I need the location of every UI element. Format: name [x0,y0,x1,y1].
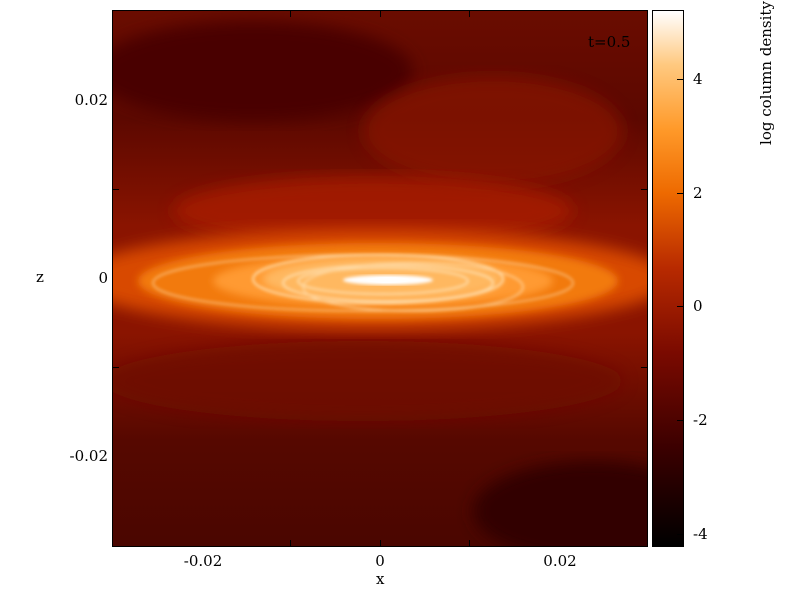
colorbar-tick-mark [677,306,684,307]
colorbar-tick-label: -4 [693,525,708,543]
time-label: t=0.5 [588,33,631,51]
x-tick-label: 0 [375,552,385,570]
y-tick-label: 0.02 [74,91,108,109]
colorbar-tick-mark [677,534,684,535]
colorbar [652,10,684,547]
colorbar-tick-label: -2 [693,411,708,429]
disc-render [113,11,647,546]
x-tick-mark-top [290,10,291,17]
y-tick-mark [112,367,119,368]
colorbar-tick-label: 2 [693,184,703,202]
x-tick-label: -0.02 [183,552,223,570]
y-tick-label: -0.02 [69,447,108,465]
colorbar-tick-mark [677,193,684,194]
y-tick-mark [112,189,119,190]
x-tick-label: 0.02 [543,552,577,570]
colorbar-tick-label: 0 [693,297,703,315]
x-tick-mark-top [469,10,470,17]
x-tick-mark [469,540,470,547]
density-map [112,10,648,547]
y-tick-mark-right [641,367,648,368]
colorbar-tick-mark [677,79,684,80]
y-tick-mark-right [641,189,648,190]
x-tick-mark [380,540,381,547]
x-tick-mark [290,540,291,547]
colorbar-tick-label: 4 [693,70,703,88]
y-tick-label: 0 [98,269,108,287]
colorbar-tick-mark [677,420,684,421]
x-tick-mark-top [380,10,381,17]
y-axis-title: z [36,268,44,286]
x-axis-title: x [376,570,385,588]
colorbar-title: log column density [757,1,775,145]
